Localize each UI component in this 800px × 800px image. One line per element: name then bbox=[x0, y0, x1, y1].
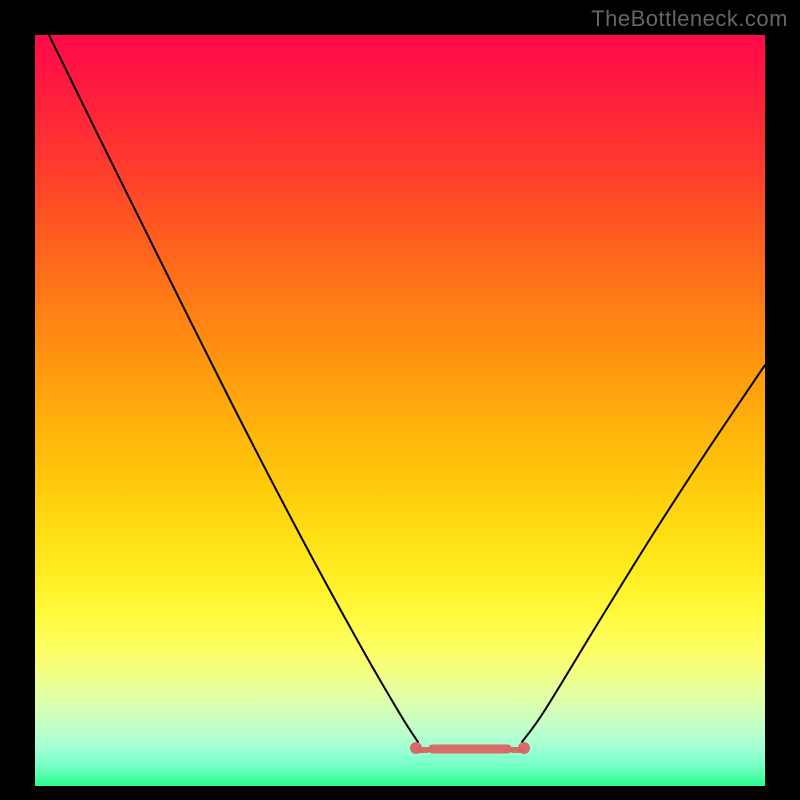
watermark-text: TheBottleneck.com bbox=[591, 6, 788, 32]
chart-container: TheBottleneck.com bbox=[0, 0, 800, 800]
chart-canvas bbox=[0, 0, 800, 800]
